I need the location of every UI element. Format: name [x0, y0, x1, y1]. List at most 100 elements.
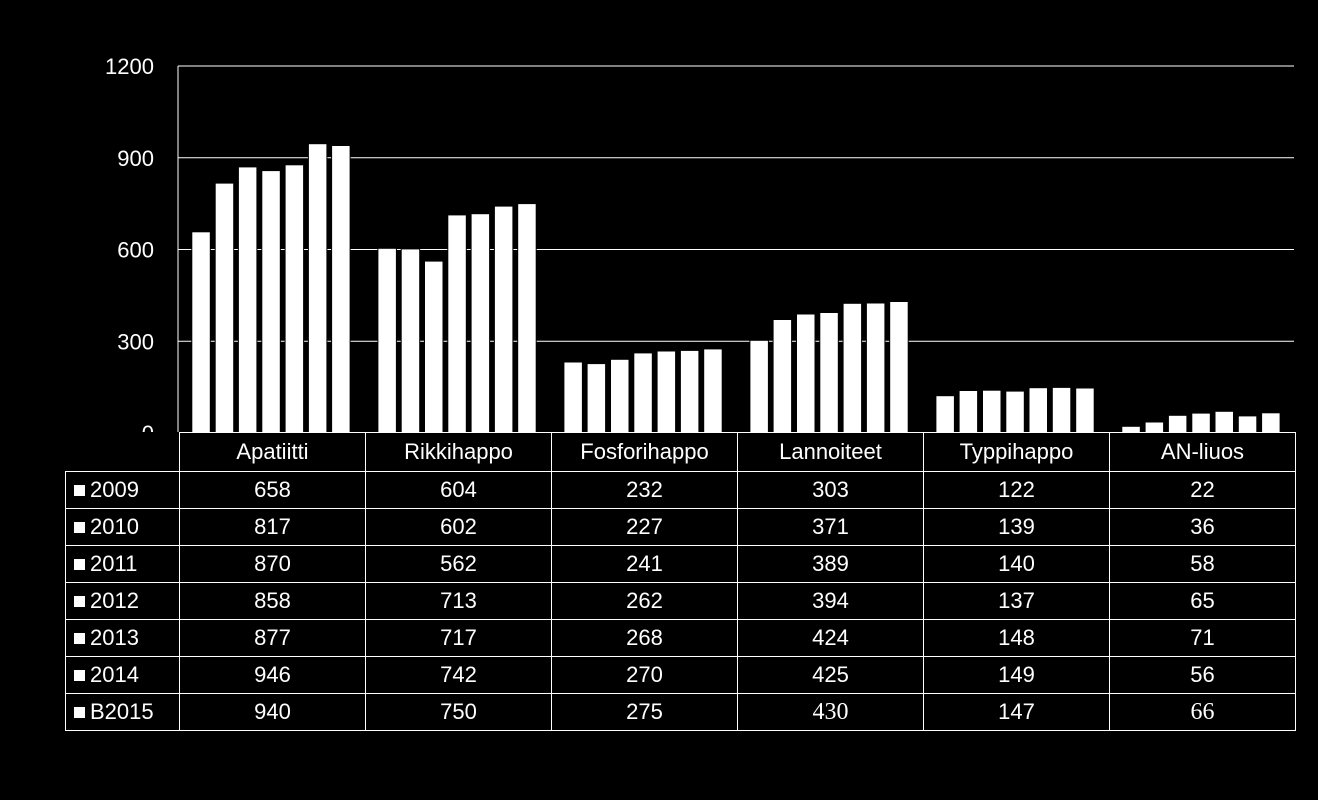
data-label: 140 — [923, 545, 1110, 583]
y-tick-label: 0 — [142, 421, 154, 432]
data-label: 58 — [1109, 545, 1296, 583]
category-label: Fosforihappo — [551, 432, 738, 472]
data-label: 149 — [923, 656, 1110, 694]
data-label: 275 — [551, 693, 738, 731]
bar-AN-liuos-2014 — [1237, 415, 1258, 432]
legend-swatch — [74, 596, 85, 607]
category-label: Apatiitti — [179, 432, 366, 472]
data-label: 22 — [1109, 471, 1296, 509]
legend-swatch — [74, 633, 85, 644]
series-name: 2009 — [90, 477, 139, 502]
data-label: 602 — [365, 508, 552, 546]
table-row: B2015 940 750 275 430 147 66 — [65, 693, 1296, 731]
bar-AN-liuos-2012 — [1191, 412, 1211, 432]
data-label: 262 — [551, 582, 738, 620]
bar-Typpihappo-2010 — [958, 390, 979, 432]
bar-AN-liuos-B2015 — [1261, 412, 1281, 432]
bar-Lannoiteet-B2015 — [889, 301, 909, 432]
data-label: 268 — [551, 619, 738, 657]
series-legend-cell: 2013 — [65, 619, 180, 657]
series-name: 2014 — [90, 662, 139, 687]
bar-AN-liuos-2010 — [1144, 421, 1165, 432]
category-label: Typpihappo — [923, 432, 1110, 472]
bars — [191, 143, 1281, 432]
bar-Fosforihappo-2010 — [586, 363, 607, 432]
bar-Lannoiteet-2014 — [865, 302, 886, 432]
y-tick-label: 1200 — [105, 54, 154, 79]
bar-Fosforihappo-2011 — [610, 358, 630, 432]
bar-Apatiitti-2012 — [261, 170, 281, 432]
data-table: Apatiitti Rikkihappo Fosforihappo Lannoitee… — [65, 432, 1296, 731]
data-label: 940 — [179, 693, 366, 731]
table-corner — [65, 432, 180, 472]
data-label: 717 — [365, 619, 552, 657]
data-label: 870 — [179, 545, 366, 583]
bar-AN-liuos-2011 — [1167, 414, 1188, 432]
data-label: 241 — [551, 545, 738, 583]
bar-Rikkihappo-2011 — [424, 260, 444, 432]
data-label: 430 — [737, 693, 924, 731]
bar-chart: 0 300 600 900 1200 — [105, 54, 1294, 432]
y-axis-ticks: 0 300 600 900 1200 — [105, 54, 154, 432]
table-row: 2010 817 602 227 371 139 36 — [65, 508, 1296, 546]
data-label: 713 — [365, 582, 552, 620]
bar-Apatiitti-2013 — [284, 164, 305, 432]
data-label: 742 — [365, 656, 552, 694]
data-label: 122 — [923, 471, 1110, 509]
series-name: 2012 — [90, 588, 139, 613]
category-label: Lannoiteet — [737, 432, 924, 472]
series-name: 2010 — [90, 514, 139, 539]
legend-swatch — [74, 485, 85, 496]
bar-Lannoiteet-2010 — [772, 319, 793, 432]
series-name: B2015 — [90, 699, 154, 724]
table-row: 2014 946 742 270 425 149 56 — [65, 656, 1296, 694]
data-label: 658 — [179, 471, 366, 509]
series-name: 2011 — [90, 551, 138, 576]
data-label: 946 — [179, 656, 366, 694]
bar-Fosforihappo-2012 — [633, 352, 653, 432]
bar-Apatiitti-2014 — [307, 143, 328, 432]
bar-Lannoiteet-2009 — [749, 339, 769, 432]
bar-Typpihappo-2013 — [1028, 387, 1048, 432]
series-legend-cell: B2015 — [65, 693, 180, 731]
bar-Fosforihappo-2014 — [679, 349, 700, 432]
bar-Typpihappo-B2015 — [1075, 387, 1095, 432]
data-label: 65 — [1109, 582, 1296, 620]
legend-swatch — [74, 707, 85, 718]
data-label: 147 — [923, 693, 1110, 731]
table-row: 2011 870 562 241 389 140 58 — [65, 545, 1296, 583]
y-tick-label: 300 — [117, 329, 154, 354]
y-tick-label: 900 — [117, 146, 154, 171]
bar-Rikkihappo-2014 — [493, 205, 514, 432]
bar-Apatiitti-2009 — [191, 231, 211, 432]
y-tick-label: 600 — [117, 238, 154, 263]
data-label: 36 — [1109, 508, 1296, 546]
bar-Rikkihappo-2013 — [470, 213, 491, 432]
data-label: 562 — [365, 545, 552, 583]
category-label: AN-liuos — [1109, 432, 1296, 472]
bar-Rikkihappo-2012 — [447, 214, 467, 432]
series-legend-cell: 2010 — [65, 508, 180, 546]
table-row: 2013 877 717 268 424 148 71 — [65, 619, 1296, 657]
data-label: 394 — [737, 582, 924, 620]
legend-swatch — [74, 522, 85, 533]
data-label: 858 — [179, 582, 366, 620]
data-label: 56 — [1109, 656, 1296, 694]
data-label: 303 — [737, 471, 924, 509]
bar-AN-liuos-2009 — [1121, 425, 1141, 432]
gridlines — [178, 65, 1294, 342]
category-label: Rikkihappo — [365, 432, 552, 472]
bar-Apatiitti-2011 — [237, 166, 258, 432]
series-legend-cell: 2014 — [65, 656, 180, 694]
bar-Typpihappo-2011 — [982, 389, 1002, 432]
bar-Apatiitti-2010 — [214, 182, 235, 432]
data-label: 424 — [737, 619, 924, 657]
series-legend-cell: 2009 — [65, 471, 180, 509]
legend-swatch — [74, 670, 85, 681]
bar-Lannoiteet-2013 — [842, 302, 863, 432]
data-label: 232 — [551, 471, 738, 509]
series-legend-cell: 2011 — [65, 545, 180, 583]
bar-AN-liuos-2013 — [1214, 410, 1234, 432]
bar-Typpihappo-2009 — [935, 395, 955, 432]
series-name: 2013 — [90, 625, 139, 650]
